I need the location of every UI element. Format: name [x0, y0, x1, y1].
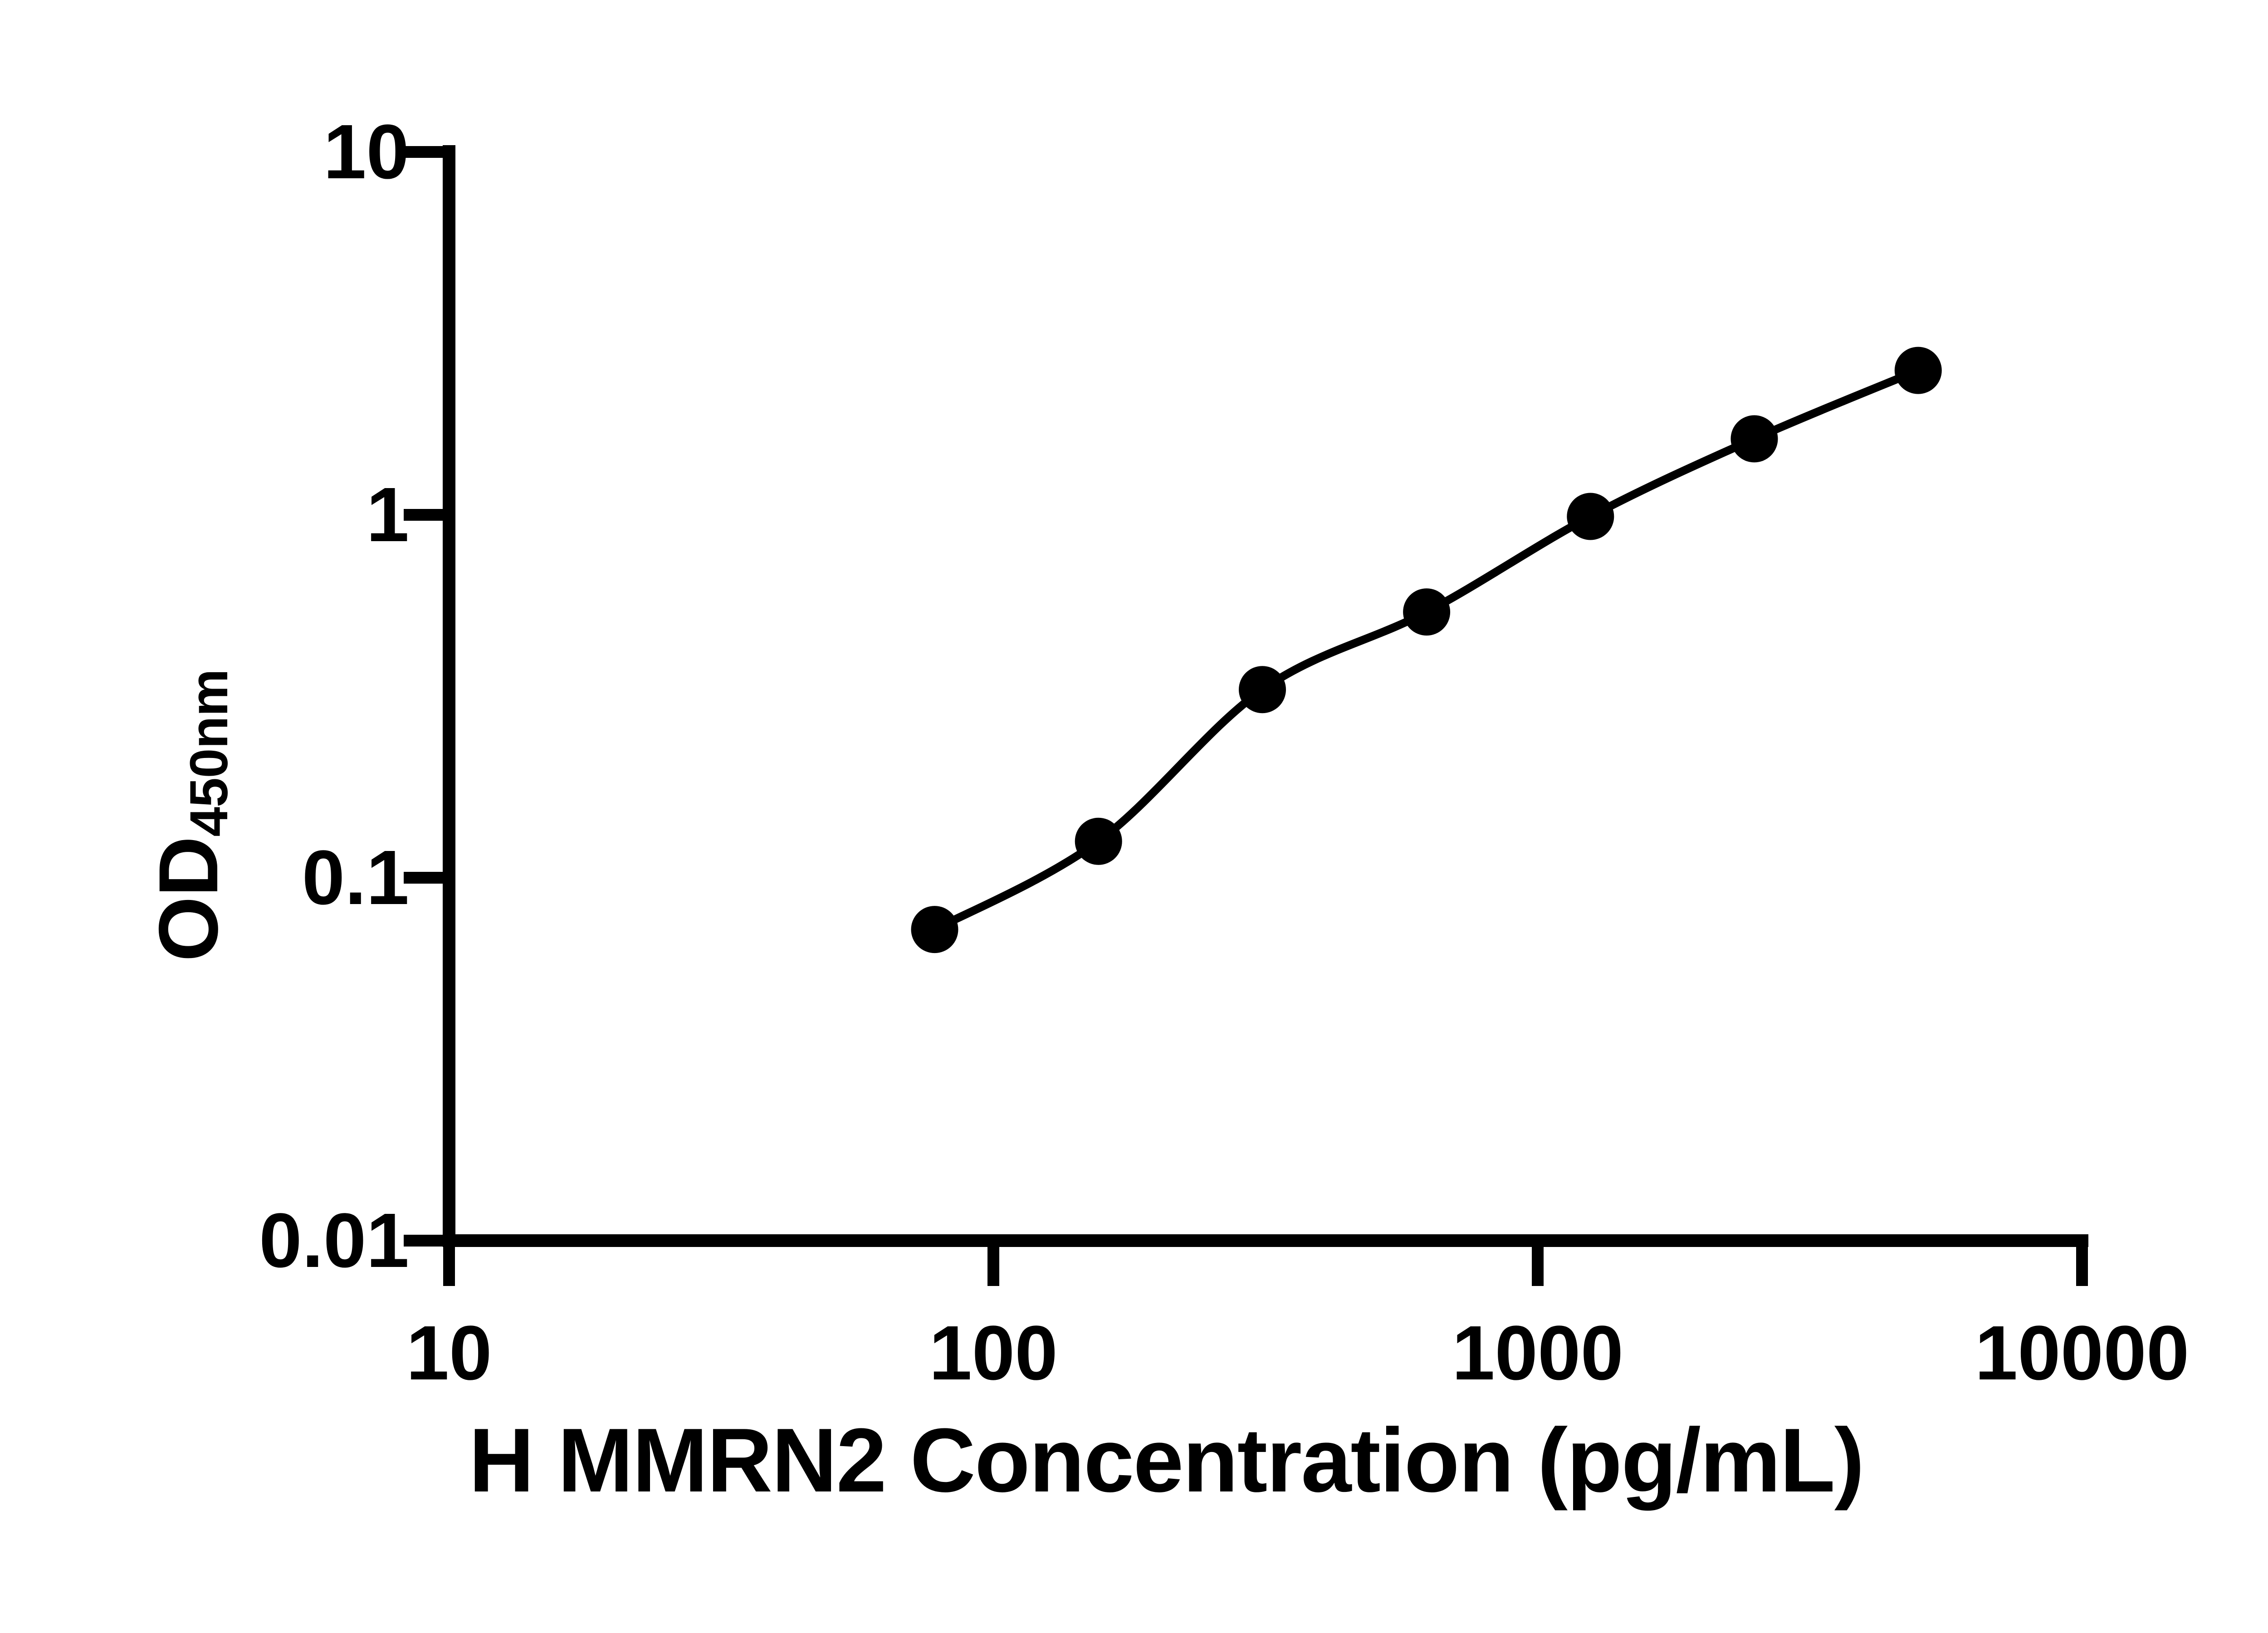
data-point-marker: [1894, 347, 1942, 394]
data-point-group: [911, 347, 1942, 953]
y-tick-label-10: 10: [323, 109, 409, 195]
x-tick-label-100: 100: [929, 1310, 1058, 1396]
x-tick-label-1000: 1000: [1452, 1310, 1624, 1396]
data-point-marker: [1567, 493, 1614, 540]
data-point-marker: [1075, 817, 1122, 865]
x-axis-title: H MMRN2 Concentration (pg/mL): [469, 1410, 1864, 1511]
data-point-marker: [1403, 588, 1451, 636]
y-tick-marks: [404, 146, 449, 1247]
x-tick-label-10: 10: [406, 1310, 492, 1396]
y-tick-label-0.01: 0.01: [259, 1198, 409, 1284]
x-tick-label-10000: 10000: [1975, 1310, 2190, 1396]
x-tick-marks: [443, 1241, 2088, 1286]
data-point-marker: [1730, 415, 1778, 463]
data-point-marker: [1239, 666, 1286, 714]
y-tick-label-0.1: 0.1: [302, 835, 409, 921]
data-point-marker: [911, 906, 958, 953]
y-tick-label-1: 1: [366, 472, 409, 558]
